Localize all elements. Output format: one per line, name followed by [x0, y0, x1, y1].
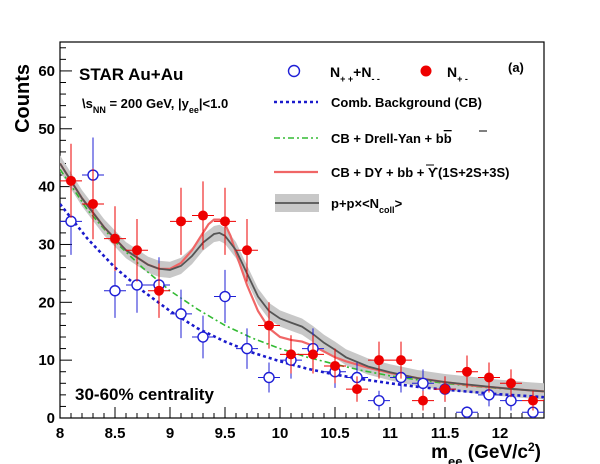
- unlikesign-point: [198, 210, 208, 221]
- y-tick-label: 30: [38, 236, 55, 253]
- unlikesign-point: [264, 320, 274, 331]
- legend-cb-label: Comb. Background (CB): [331, 95, 482, 110]
- x-tick-label: 8: [56, 425, 64, 442]
- legend-full-label: CB + DY + bb + ϒ(1S+2S+3S): [331, 165, 510, 180]
- x-tick-label: 9: [166, 425, 174, 442]
- y-tick-label: 10: [38, 352, 55, 369]
- series-unlikesign: [60, 143, 544, 411]
- legend-unlikesign-label: N+ -: [447, 64, 468, 84]
- unlikesign-point: [528, 395, 538, 406]
- likesign-point: [109, 285, 121, 297]
- likesign-point: [175, 308, 187, 320]
- experiment-label: STAR Au+Au: [79, 65, 183, 84]
- y-tick-label: 40: [38, 179, 55, 196]
- unlikesign-point: [286, 349, 296, 360]
- unlikesign-point: [462, 366, 472, 377]
- x-tick-label: 11.5: [431, 425, 459, 442]
- pp-scaled-band: [60, 155, 544, 400]
- x-tick-label: 11: [382, 425, 398, 442]
- unlikesign-point: [110, 233, 120, 244]
- unlikesign-point: [66, 175, 76, 186]
- unlikesign-point: [88, 198, 98, 209]
- x-tick-label: 10: [272, 425, 289, 442]
- likesign-point: [197, 331, 209, 343]
- energy-label: \sNN = 200 GeV, |yee|<1.0: [82, 96, 228, 115]
- unlikesign-point: [396, 355, 406, 366]
- likesign-point: [461, 406, 473, 418]
- y-axis-ticks: 0 10 20 30 40 50 60: [38, 47, 72, 427]
- y-tick-label: 20: [38, 294, 55, 311]
- unlikesign-point: [242, 245, 252, 256]
- y-tick-label: 0: [47, 410, 55, 427]
- unlikesign-point: [176, 216, 186, 227]
- curve-comb-background: [60, 203, 544, 399]
- likesign-point: [241, 342, 253, 355]
- unlikesign-point: [374, 355, 384, 366]
- legend-dy-label: CB + Drell-Yan + bb: [331, 131, 452, 146]
- likesign-point: [373, 394, 385, 407]
- unlikesign-point: [506, 378, 516, 389]
- x-tick-label: 8.5: [105, 425, 126, 442]
- unlikesign-point: [132, 245, 142, 256]
- unlikesign-point: [484, 372, 494, 383]
- unlikesign-point: [220, 216, 230, 227]
- x-tick-label: 9.5: [215, 425, 236, 442]
- y-tick-label: 60: [38, 63, 55, 80]
- legend-pp-label: p+p×<Ncoll>: [331, 196, 403, 215]
- legend-likesign-marker: [287, 64, 301, 78]
- y-tick-label: 50: [38, 121, 55, 138]
- legend-likesign-label: N+ ++N- -: [330, 64, 380, 84]
- likesign-point: [263, 371, 275, 384]
- legend-unlikesign-marker: [420, 65, 432, 77]
- unlikesign-point: [308, 349, 318, 360]
- x-tick-label: 10.5: [320, 425, 349, 442]
- unlikesign-point: [154, 285, 164, 296]
- x-axis-title: mee (GeV/c2): [431, 440, 541, 464]
- panel-label: (a): [508, 60, 524, 75]
- likesign-point: [417, 377, 429, 389]
- legend: N+ ++N- - N+ - Comb. Background (CB) CB …: [274, 64, 510, 215]
- x-axis-ticks: 8 8.5 9 9.5 10 10.5 11 11.5 12: [56, 407, 545, 442]
- unlikesign-point: [440, 384, 450, 395]
- x-tick-label: 12: [492, 425, 509, 442]
- unlikesign-point: [330, 360, 340, 371]
- unlikesign-point: [418, 395, 428, 406]
- centrality-label: 30-60% centrality: [75, 385, 214, 404]
- unlikesign-point: [352, 384, 362, 395]
- likesign-point: [219, 290, 231, 303]
- curve-pp-scaled: [60, 163, 544, 393]
- y-axis-title: Counts: [12, 64, 34, 133]
